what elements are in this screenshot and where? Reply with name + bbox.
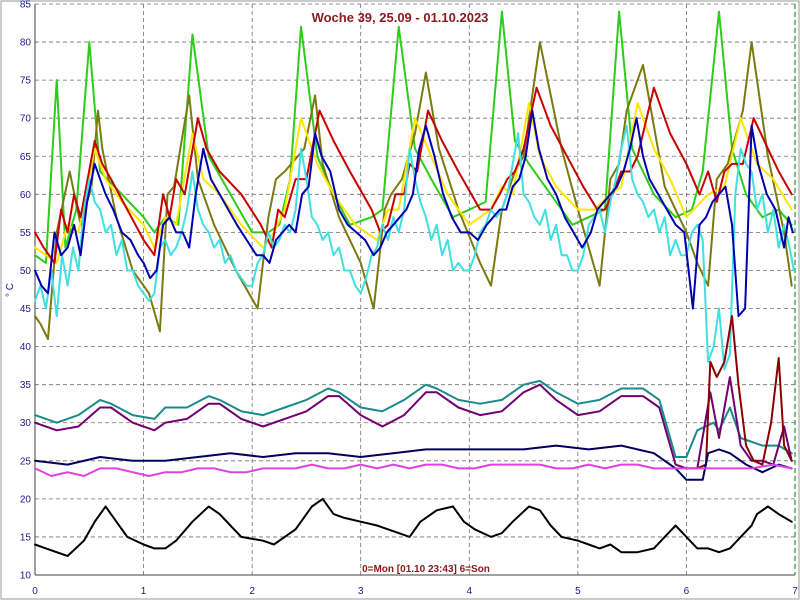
series-line-11 [34, 463, 793, 477]
chart-title: Woche 39, 25.09 - 01.10.2023 [312, 10, 489, 25]
y-tick-label: 85 [20, 0, 32, 11]
x-tick-label: 7 [792, 586, 798, 597]
y-tick-label: 15 [20, 532, 32, 543]
y-tick-label: 20 [20, 494, 32, 505]
y-tick-label: 25 [20, 456, 32, 467]
x-tick-label: 3 [358, 586, 364, 597]
x-tick-label: 4 [467, 586, 473, 597]
y-tick-label: 65 [20, 152, 32, 163]
y-axis-unit-label: ° C [5, 283, 16, 297]
x-tick-label: 0 [32, 586, 38, 597]
series-line-4 [34, 86, 793, 264]
series-line-8 [34, 376, 793, 470]
y-tick-label: 50 [20, 266, 32, 277]
y-tick-label: 30 [20, 418, 32, 429]
y-tick-label: 80 [20, 38, 32, 49]
series-lines [34, 10, 795, 557]
y-tick-label: 70 [20, 114, 32, 125]
series-line-3 [34, 102, 793, 264]
series-line-6 [34, 109, 794, 318]
x-tick-label: 6 [684, 586, 690, 597]
y-tick-label: 45 [20, 304, 32, 315]
series-line-7 [34, 379, 793, 458]
series-line-1 [34, 10, 793, 264]
series-line-12 [34, 497, 793, 557]
y-tick-label: 55 [20, 228, 32, 239]
y-tick-label: 75 [20, 76, 32, 87]
grid [35, 3, 795, 575]
x-tick-label: 2 [249, 586, 255, 597]
series-line-9 [685, 315, 793, 470]
y-tick-labels: 10 15 20 25 30 35 40 45 50 55 60 65 70 75 80 85 [20, 0, 32, 582]
x-tick-label: 1 [141, 586, 147, 597]
x-tick-labels: 0 1 2 3 4 5 6 7 [32, 586, 798, 597]
y-tick-label: 10 [20, 571, 32, 582]
y-tick-label: 40 [20, 342, 32, 353]
y-tick-label: 60 [20, 190, 32, 201]
series-line-10 [34, 444, 793, 481]
time-legend-note: 0=Mon [01.10 23:43] 6=Son [362, 564, 490, 575]
x-tick-label: 5 [575, 586, 581, 597]
y-tick-label: 35 [20, 380, 32, 391]
